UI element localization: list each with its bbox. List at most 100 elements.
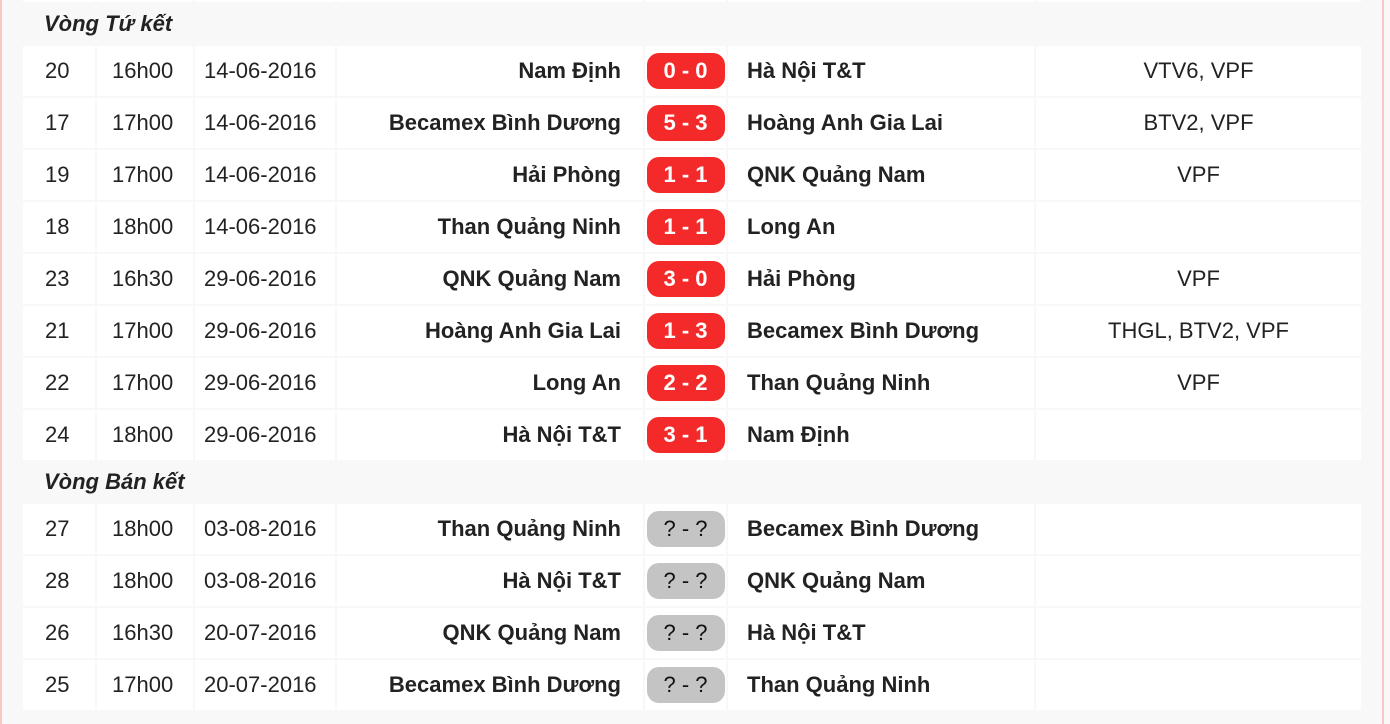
match-number: 25 xyxy=(23,660,95,710)
away-team[interactable]: Hoàng Anh Gia Lai xyxy=(728,98,1034,148)
match-time: 17h00 xyxy=(97,150,193,200)
match-time: 16h30 xyxy=(97,254,193,304)
home-team[interactable]: Hà Nội T&T xyxy=(337,410,643,460)
score-badge[interactable]: 3 - 0 xyxy=(646,261,725,297)
away-team[interactable]: QNK Quảng Nam xyxy=(728,150,1034,200)
home-team[interactable]: QNK Quảng Nam xyxy=(337,254,643,304)
score-cell: ? - ? xyxy=(645,504,726,554)
match-number: 24 xyxy=(23,410,95,460)
score-cell: 3 - 1 xyxy=(645,410,726,460)
table-row: 24 18h00 29-06-2016 Hà Nội T&T 3 - 1 Nam Định xyxy=(23,410,1361,460)
score-badge[interactable]: 1 - 1 xyxy=(646,157,725,193)
match-time: 17h00 xyxy=(97,358,193,408)
home-team[interactable]: Than Quảng Ninh xyxy=(337,202,643,252)
home-team[interactable]: Nam Định xyxy=(337,46,643,96)
broadcaster xyxy=(1036,504,1361,554)
table-row-cutoff xyxy=(23,0,1361,2)
score-badge[interactable]: ? - ? xyxy=(646,563,725,599)
score-badge[interactable]: ? - ? xyxy=(646,667,725,703)
match-date: 29-06-2016 xyxy=(195,410,335,460)
score-badge[interactable]: ? - ? xyxy=(646,511,725,547)
match-date: 14-06-2016 xyxy=(195,150,335,200)
match-time: 16h30 xyxy=(97,608,193,658)
table-row: 27 18h00 03-08-2016 Than Quảng Ninh? - ? Bec… xyxy=(23,504,1361,554)
match-time: 16h00 xyxy=(97,46,193,96)
home-team[interactable]: Hải Phòng xyxy=(337,150,643,200)
broadcaster: VPF xyxy=(1036,358,1361,408)
score-badge[interactable]: ? - ? xyxy=(646,615,725,651)
broadcaster xyxy=(1036,660,1361,710)
match-time: 18h00 xyxy=(97,410,193,460)
match-number: 18 xyxy=(23,202,95,252)
table-row: 25 17h00 20-07-2016 Becamex Bình Dương? - ?… xyxy=(23,660,1361,710)
match-time: 17h00 xyxy=(97,306,193,356)
away-team[interactable]: QNK Quảng Nam xyxy=(728,556,1034,606)
away-team[interactable]: Long An xyxy=(728,202,1034,252)
broadcaster xyxy=(1036,556,1361,606)
home-team[interactable]: Hà Nội T&T xyxy=(337,556,643,606)
score-cell: 2 - 2 xyxy=(645,358,726,408)
away-team[interactable]: Hà Nội T&T xyxy=(728,608,1034,658)
table-row: 18 18h00 14-06-2016 Than Quảng Ninh 1 - 1 Lon… xyxy=(23,202,1361,252)
match-number: 23 xyxy=(23,254,95,304)
broadcaster: VPF xyxy=(1036,150,1361,200)
home-team[interactable]: Than Quảng Ninh xyxy=(337,504,643,554)
score-cell: ? - ? xyxy=(645,660,726,710)
away-team[interactable]: Hà Nội T&T xyxy=(728,46,1034,96)
score-badge[interactable]: 3 - 1 xyxy=(646,417,725,453)
away-team[interactable]: Than Quảng Ninh xyxy=(728,660,1034,710)
score-badge[interactable]: 2 - 2 xyxy=(646,365,725,401)
score-cell: 5 - 3 xyxy=(645,98,726,148)
broadcaster: VTV6, VPF xyxy=(1036,46,1361,96)
score-badge[interactable]: 1 - 1 xyxy=(646,209,725,245)
table-row: 26 16h30 20-07-2016 QNK Quảng Nam? - ? Hà Nộ… xyxy=(23,608,1361,658)
match-time: 18h00 xyxy=(97,556,193,606)
home-team[interactable]: Hoàng Anh Gia Lai xyxy=(337,306,643,356)
match-date: 14-06-2016 xyxy=(195,202,335,252)
table-row: 19 17h00 14-06-2016 Hải Phòng 1 - 1 QNK Quảng… xyxy=(23,150,1361,200)
match-number: 17 xyxy=(23,98,95,148)
match-number: 28 xyxy=(23,556,95,606)
broadcaster xyxy=(1036,410,1361,460)
match-date: 03-08-2016 xyxy=(195,556,335,606)
score-cell: 1 - 3 xyxy=(645,306,726,356)
broadcaster: THGL, BTV2, VPF xyxy=(1036,306,1361,356)
match-number: 19 xyxy=(23,150,95,200)
away-team[interactable]: Nam Định xyxy=(728,410,1034,460)
home-team[interactable]: Becamex Bình Dương xyxy=(337,660,643,710)
table-row: 28 18h00 03-08-2016 Hà Nội T&T? - ? QNK Quản… xyxy=(23,556,1361,606)
match-number: 21 xyxy=(23,306,95,356)
broadcaster: VPF xyxy=(1036,254,1361,304)
match-time: 18h00 xyxy=(97,504,193,554)
score-badge[interactable]: 0 - 0 xyxy=(646,53,725,89)
left-border xyxy=(0,0,2,724)
match-date: 29-06-2016 xyxy=(195,254,335,304)
score-badge[interactable]: 5 - 3 xyxy=(646,105,725,141)
table-row: 20 16h00 14-06-2016 Nam Định 0 - 0 Hà Nội T&T… xyxy=(23,46,1361,96)
match-time: 17h00 xyxy=(97,98,193,148)
match-date: 14-06-2016 xyxy=(195,98,335,148)
match-date: 29-06-2016 xyxy=(195,306,335,356)
away-team[interactable]: Becamex Bình Dương xyxy=(728,504,1034,554)
match-date: 20-07-2016 xyxy=(195,608,335,658)
match-date: 29-06-2016 xyxy=(195,358,335,408)
match-time: 17h00 xyxy=(97,660,193,710)
fixtures-table: Vòng Tứ kết 20 16h00 14-06-2016 Nam Định 0 - … xyxy=(23,0,1361,712)
section-heading: Vòng Tứ kết xyxy=(23,4,1361,44)
away-team[interactable]: Becamex Bình Dương xyxy=(728,306,1034,356)
match-number: 26 xyxy=(23,608,95,658)
home-team[interactable]: Becamex Bình Dương xyxy=(337,98,643,148)
match-number: 20 xyxy=(23,46,95,96)
home-team[interactable]: QNK Quảng Nam xyxy=(337,608,643,658)
score-badge[interactable]: 1 - 3 xyxy=(646,313,725,349)
match-number: 22 xyxy=(23,358,95,408)
score-cell: 1 - 1 xyxy=(645,150,726,200)
table-row: 17 17h00 14-06-2016 Becamex Bình Dương 5 - 3… xyxy=(23,98,1361,148)
away-team[interactable]: Hải Phòng xyxy=(728,254,1034,304)
away-team[interactable]: Than Quảng Ninh xyxy=(728,358,1034,408)
table-row: 22 17h00 29-06-2016 Long An 2 - 2 Than Quảng … xyxy=(23,358,1361,408)
right-border xyxy=(1382,0,1384,724)
home-team[interactable]: Long An xyxy=(337,358,643,408)
score-cell: 0 - 0 xyxy=(645,46,726,96)
